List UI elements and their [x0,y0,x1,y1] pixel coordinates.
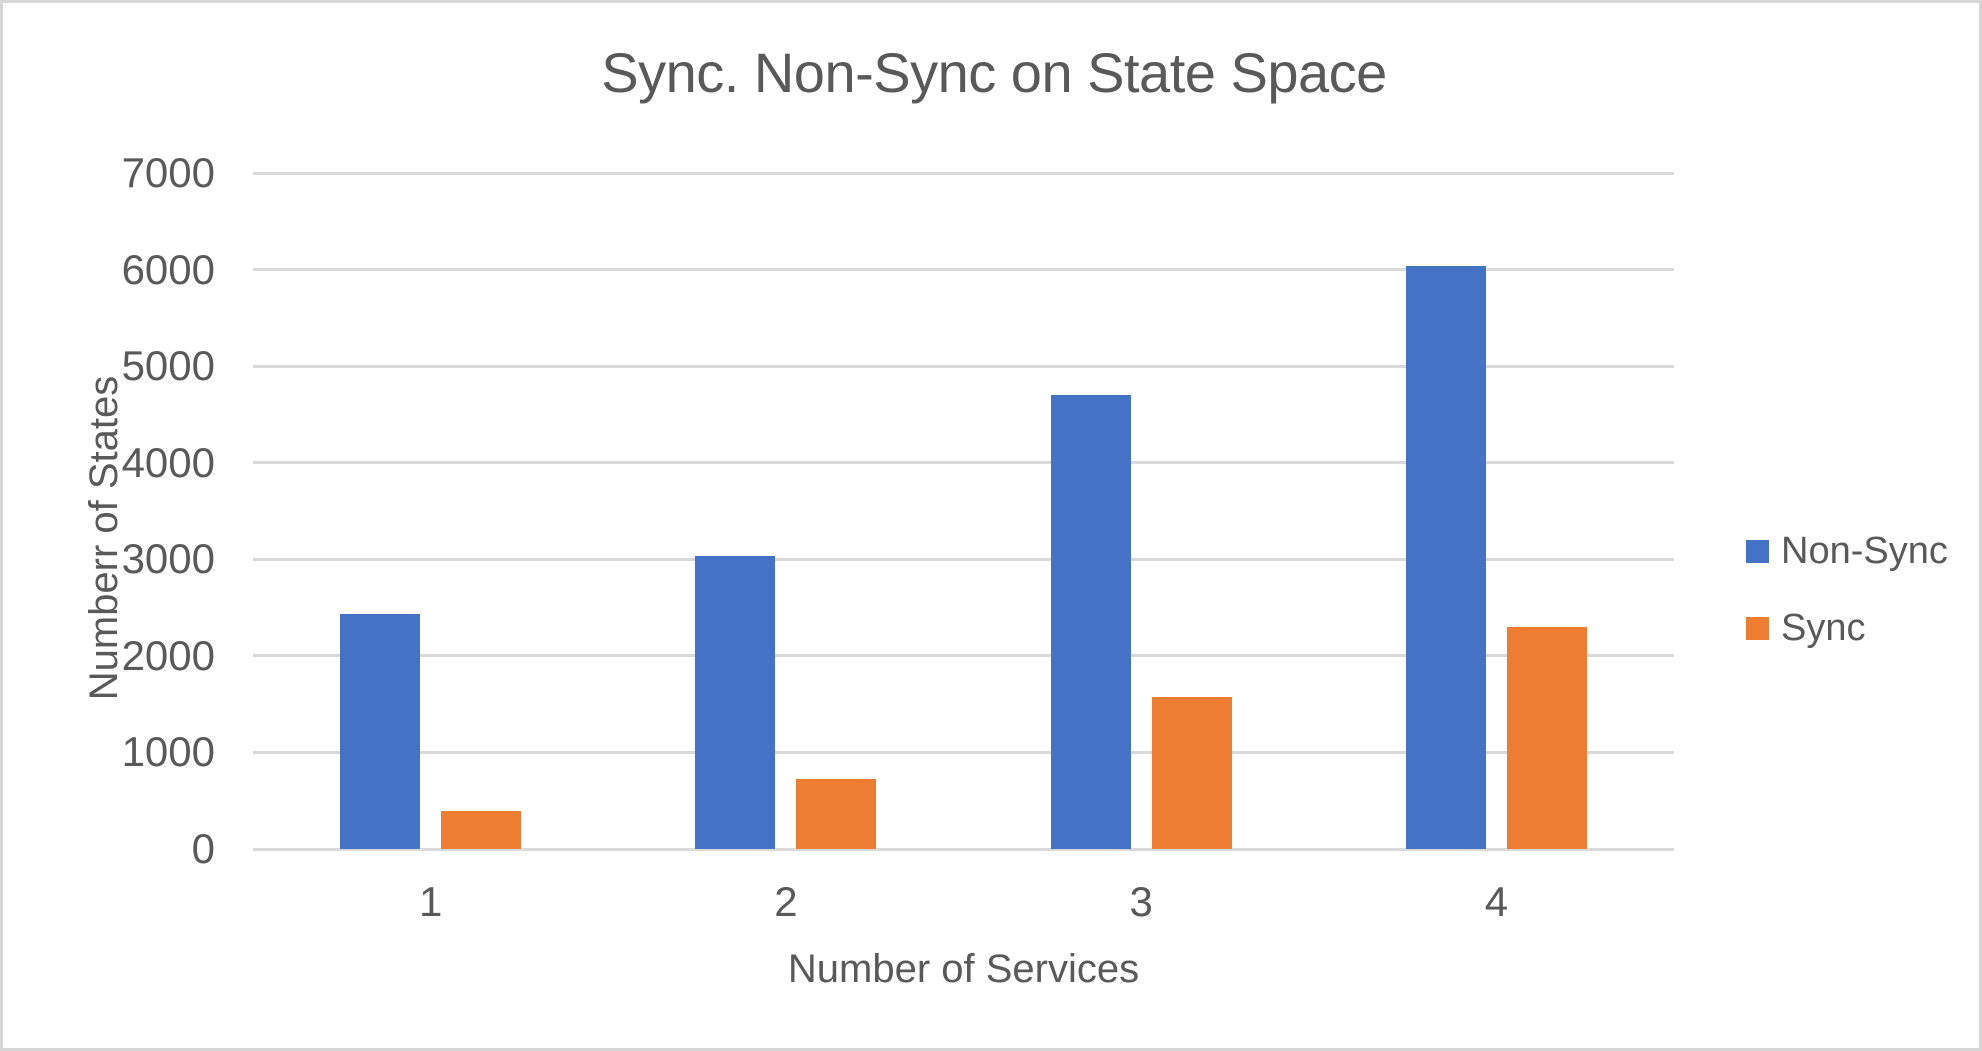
x-tick-label-3: 3 [1129,878,1153,925]
legend: Non-Sync Sync [1746,529,1948,683]
y-tick-label-1000: 1000 [121,728,215,776]
gridline-6000 [253,268,1674,272]
legend-label-sync: Sync [1781,607,1866,649]
x-axis-title: Number of Services [787,947,1140,991]
y-tick-label-3000: 3000 [121,535,215,583]
gridline-0 [253,847,1674,851]
bar-sync-category-4 [1506,626,1587,849]
legend-item-sync: Sync [1746,606,1948,651]
x-tick-label-1: 1 [418,878,443,925]
bar-sync-category-2 [796,779,877,849]
legend-swatch-sync [1746,617,1769,640]
bar-sync-category-1 [441,811,522,849]
bar-non-sync-category-2 [695,556,776,849]
gridline-5000 [253,364,1674,368]
y-tick-label-0: 0 [191,825,215,872]
bar-non-sync-category-4 [1405,265,1486,849]
y-tick-label-4000: 4000 [121,438,215,486]
chart-title: Sync. Non-Sync on State Space [601,41,1387,104]
y-tick-label-5000: 5000 [121,342,215,390]
gridline-7000 [253,171,1674,175]
x-tick-label-2: 2 [774,878,798,925]
y-tick-label-7000: 7000 [121,149,215,196]
legend-label-non-sync: Non-Sync [1781,530,1948,572]
legend-swatch-non-sync [1746,540,1769,563]
y-tick-label-2000: 2000 [121,631,215,679]
y-tick-label-6000: 6000 [121,245,215,293]
gridline-1000 [253,750,1674,754]
x-tick-label-4: 4 [1484,878,1509,925]
gridline-3000 [253,557,1674,561]
bar-sync-category-3 [1151,697,1232,849]
gridline-4000 [253,461,1674,465]
plot-area [253,171,1674,851]
legend-item-non-sync: Non-Sync [1746,529,1948,574]
gridline-2000 [253,654,1674,658]
bar-non-sync-category-3 [1050,395,1131,849]
bar-non-sync-category-1 [340,614,421,849]
